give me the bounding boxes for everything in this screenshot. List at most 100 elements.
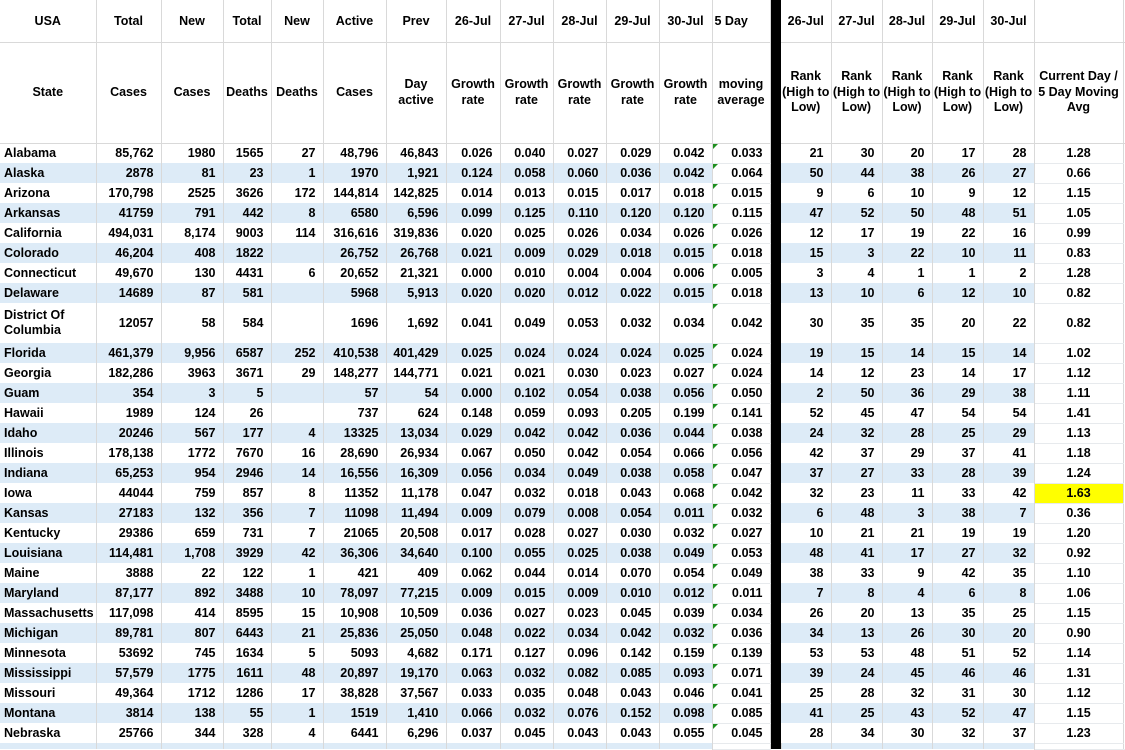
cell-current_ratio[interactable]: 1.15 xyxy=(1034,183,1124,204)
cell-rank_28jul[interactable]: 43 xyxy=(882,703,933,723)
cell-state[interactable]: Michigan xyxy=(0,623,97,643)
cell-rank_30jul[interactable]: 10 xyxy=(983,283,1035,303)
cell-rank_27jul[interactable]: 6 xyxy=(831,183,883,203)
cell-state[interactable]: Delaware xyxy=(0,283,97,303)
col-header-new_deaths-h1[interactable]: New xyxy=(271,0,324,43)
cell-growth_30jul[interactable]: 0.034 xyxy=(659,303,713,343)
cell-growth_29jul[interactable]: 0.017 xyxy=(606,183,660,203)
cell-new_cases[interactable]: 1980 xyxy=(161,143,224,163)
cell-current_ratio[interactable]: 1.02 xyxy=(1034,343,1124,364)
cell-new_deaths[interactable]: 7 xyxy=(271,523,324,543)
cell-current_ratio[interactable]: 0.82 xyxy=(1034,303,1124,344)
cell-growth_26jul[interactable]: 0.025 xyxy=(446,343,501,363)
col-header-rank_30jul-h2[interactable]: Rank (High to Low) xyxy=(983,42,1035,144)
cell-rank_29jul[interactable]: 32 xyxy=(932,723,984,743)
cell-growth_30jul[interactable]: 0.012 xyxy=(659,583,713,603)
cell-state[interactable]: Connecticut xyxy=(0,263,97,283)
col-header-growth_27jul-h2[interactable]: Growth rate xyxy=(500,42,554,144)
cell-growth_28jul[interactable]: 0.018 xyxy=(553,483,607,503)
cell-growth_29jul[interactable]: 0.142 xyxy=(606,643,660,663)
cell-active_cases[interactable]: 28,690 xyxy=(323,443,387,463)
cell-total_deaths[interactable]: 26 xyxy=(223,403,272,423)
cell-rank_29jul[interactable]: 54 xyxy=(932,403,984,423)
cell-growth_29jul[interactable]: 0.043 xyxy=(606,483,660,503)
cell-new_deaths[interactable]: 8 xyxy=(271,483,324,503)
col-header-rank_30jul-h1[interactable]: 30-Jul xyxy=(983,0,1035,43)
col-header-current_ratio-h2[interactable]: Current Day / 5 Day Moving Avg xyxy=(1034,42,1124,144)
cell-growth_26jul[interactable]: 0.124 xyxy=(446,163,501,183)
cell-new_cases[interactable]: 1712 xyxy=(161,683,224,703)
cell-rank_27jul[interactable]: 30 xyxy=(831,143,883,163)
col-header-new_deaths-h2[interactable]: Deaths xyxy=(271,42,324,144)
col-header-rank_27jul-h2[interactable]: Rank (High to Low) xyxy=(831,42,883,144)
cell-state[interactable]: Louisiana xyxy=(0,543,97,563)
cell-growth_30jul[interactable]: 0.058 xyxy=(659,463,713,483)
cell-active_cases[interactable]: 78,097 xyxy=(323,583,387,603)
cell-total_deaths[interactable]: 6587 xyxy=(223,343,272,363)
cell-growth_26jul[interactable]: 0.021 xyxy=(446,243,501,263)
cell-rank_28jul[interactable]: 21 xyxy=(882,523,933,543)
cell-new_deaths[interactable]: 1 xyxy=(271,703,324,723)
cell-growth_28jul[interactable]: 0.096 xyxy=(553,643,607,663)
cell-total_cases[interactable]: 49,670 xyxy=(96,263,162,283)
cell-growth_30jul[interactable]: 0.159 xyxy=(659,643,713,663)
cell-total_cases[interactable]: 114,481 xyxy=(96,543,162,563)
cell-new_cases[interactable]: 791 xyxy=(161,203,224,223)
cell-prev_day_active[interactable]: 142,825 xyxy=(386,183,447,203)
cell-growth_26jul[interactable]: 0.063 xyxy=(446,663,501,683)
cell-growth_28jul[interactable]: 0.053 xyxy=(553,303,607,343)
cell-state[interactable]: Hawaii xyxy=(0,403,97,423)
cell-active_cases[interactable]: 144,814 xyxy=(323,183,387,203)
cell-growth_29jul[interactable]: 0.070 xyxy=(606,563,660,583)
cell-active_cases[interactable]: 6441 xyxy=(323,723,387,743)
cell-rank_28jul[interactable]: 4 xyxy=(882,583,933,603)
cell-new_cases[interactable]: 58 xyxy=(161,303,224,343)
cell-current_ratio[interactable]: 1.18 xyxy=(1034,443,1124,464)
cell-rank_28jul[interactable]: 6 xyxy=(882,283,933,303)
cell-total_deaths[interactable]: 6443 xyxy=(223,623,272,643)
cell-growth_29jul[interactable]: 0.018 xyxy=(606,243,660,263)
cell-new_deaths[interactable]: 8 xyxy=(271,203,324,223)
cell-growth_27jul[interactable]: 0.055 xyxy=(500,543,554,563)
cell-new_cases[interactable]: 1772 xyxy=(161,443,224,463)
cell-prev_day_active[interactable]: 409 xyxy=(386,563,447,583)
cell-moving_avg_5day[interactable]: 0.056 xyxy=(712,443,771,464)
cell-total_deaths[interactable]: 328 xyxy=(223,723,272,743)
cell-total_cases[interactable]: 178,138 xyxy=(96,443,162,463)
cell-rank_28jul[interactable]: 19 xyxy=(882,223,933,243)
cell-total_cases[interactable]: 57,579 xyxy=(96,663,162,683)
cell-rank_27jul[interactable]: 45 xyxy=(831,403,883,423)
cell-growth_29jul[interactable]: 0.045 xyxy=(606,603,660,623)
cell-growth_28jul[interactable]: 0.026 xyxy=(553,223,607,243)
cell-rank_27jul[interactable]: 23 xyxy=(831,483,883,503)
cell-total_deaths[interactable]: 177 xyxy=(223,423,272,443)
cell-growth_28jul[interactable]: 0.030 xyxy=(553,363,607,383)
cell-rank_26jul[interactable]: 14 xyxy=(781,363,832,383)
cell-current_ratio[interactable]: 1.28 xyxy=(1034,143,1124,164)
cell-rank_27jul[interactable]: 13 xyxy=(831,623,883,643)
cell-active_cases[interactable]: 421 xyxy=(323,563,387,583)
cell-total_cases[interactable]: 53692 xyxy=(96,643,162,663)
cell-growth_29jul[interactable]: 0.032 xyxy=(606,303,660,343)
cell-rank_27jul[interactable]: 35 xyxy=(831,303,883,343)
cell-growth_28jul[interactable]: 0.042 xyxy=(553,443,607,463)
cell-rank_29jul[interactable]: 28 xyxy=(932,463,984,483)
cell-active_cases[interactable]: 38,828 xyxy=(323,683,387,703)
cell-prev_day_active[interactable]: 5,913 xyxy=(386,283,447,303)
cell-current_ratio[interactable]: 1.05 xyxy=(1034,203,1124,224)
cell-total_deaths[interactable]: 122 xyxy=(223,563,272,583)
cell-prev_day_active[interactable]: 11,494 xyxy=(386,503,447,523)
col-header-growth_29jul-h2[interactable]: Growth rate xyxy=(606,42,660,144)
cell-growth_28jul[interactable]: 0.023 xyxy=(553,603,607,623)
cell-rank_30jul[interactable]: 25 xyxy=(983,603,1035,623)
cell-rank_30jul[interactable]: 46 xyxy=(983,663,1035,683)
cell-growth_29jul[interactable]: 0.023 xyxy=(606,363,660,383)
cell-growth_27jul[interactable]: 0.059 xyxy=(500,403,554,423)
cell-rank_27jul[interactable]: 12 xyxy=(831,363,883,383)
cell-new_deaths[interactable]: 29 xyxy=(271,363,324,383)
cell-total_cases[interactable]: 20246 xyxy=(96,423,162,443)
cell-rank_29jul[interactable]: 35 xyxy=(932,603,984,623)
cell-rank_26jul[interactable]: 3 xyxy=(781,263,832,283)
cell-growth_26jul[interactable]: 0.000 xyxy=(446,263,501,283)
cell-current_ratio[interactable]: 0.82 xyxy=(1034,283,1124,304)
